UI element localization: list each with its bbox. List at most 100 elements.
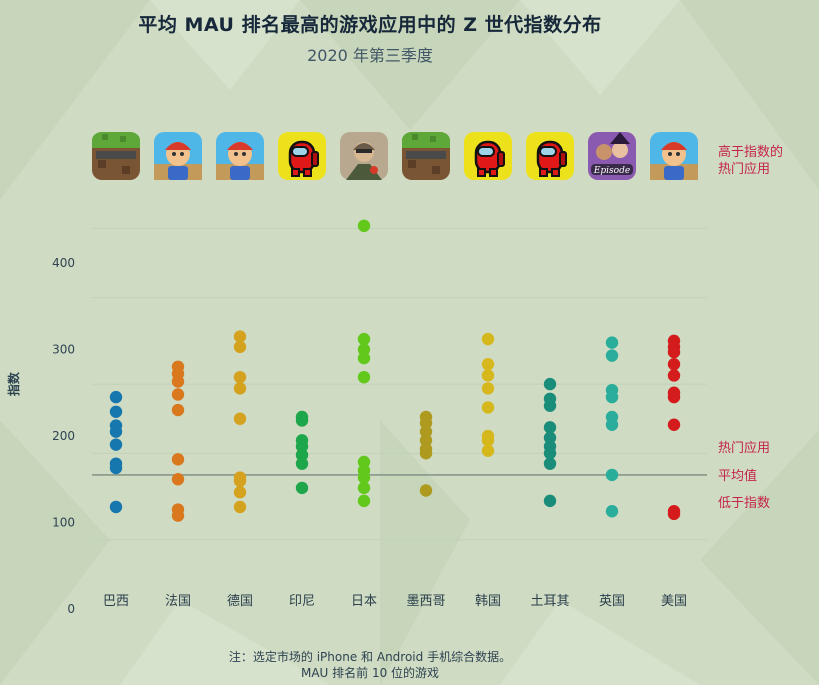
data-point [357,481,371,495]
annotation-top-apps: 热门应用 [718,161,770,177]
data-point [481,332,495,346]
subway-surfers-icon [154,132,202,180]
data-point [295,414,309,427]
data-point [667,418,681,431]
category-label: 韩国 [475,594,501,609]
category-label: 巴西 [103,594,129,609]
data-point [171,509,185,522]
category-label: 印尼 [289,594,315,609]
y-axis-label: 指数 [6,371,21,396]
data-point [171,388,185,401]
data-point [605,349,619,362]
category-label: 土耳其 [530,594,569,609]
data-point [543,421,557,434]
data-point [481,434,495,447]
data-point [357,494,371,508]
y-tick-label: 100 [52,516,75,530]
among-us-icon [526,132,574,180]
episode-icon: Episode [588,132,636,180]
data-point [233,500,247,514]
data-point [233,412,247,425]
y-tick-label: 200 [52,429,75,443]
data-point [543,431,557,444]
data-point [233,474,247,488]
data-point [481,401,495,414]
data-point [481,444,495,457]
data-point [109,500,123,514]
data-point [543,377,557,391]
data-point [109,390,123,404]
data-point [481,358,495,371]
among-us-icon [464,132,512,180]
data-point [233,382,247,395]
data-point [357,343,371,356]
data-point [481,369,495,382]
data-point [295,457,309,470]
data-point [481,382,495,395]
data-point [109,461,123,475]
data-point [171,453,185,466]
pubg-mobile-icon [340,132,388,180]
data-point [605,505,619,518]
data-point [419,447,433,460]
data-point [667,358,681,371]
data-point [295,440,309,453]
data-point [543,457,557,470]
data-point [171,473,185,486]
data-point [233,486,247,499]
category-label: 美国 [661,594,687,609]
data-point [109,405,123,418]
data-point [171,403,185,417]
y-tick-label: 300 [52,343,75,357]
footnote-line-1: 注：选定市场的 iPhone 和 Android 手机综合数据。 [228,650,512,664]
data-point [419,484,433,497]
footnote-line-2: MAU 排名前 10 位的游戏 [300,666,440,680]
data-point [419,416,433,430]
data-point [357,351,371,365]
data-point [543,494,557,508]
data-point [357,471,371,484]
minecraft-icon [92,132,140,180]
data-point [605,336,619,349]
data-point [605,418,619,431]
data-point [109,438,123,451]
data-point [295,448,309,462]
data-point [667,507,681,521]
subway-surfers-icon [650,132,698,180]
category-label: 墨西哥 [406,594,445,609]
among-us-icon [278,132,326,180]
svg-text:Episode: Episode [593,166,630,176]
y-tick-label: 0 [67,602,75,616]
data-point [295,481,309,495]
data-point [357,219,371,233]
data-point [419,434,433,447]
data-point [605,468,619,482]
category-label: 法国 [165,594,191,609]
category-label: 德国 [227,594,253,609]
category-label: 日本 [351,594,377,609]
data-point [667,345,681,359]
annotation-above-index: 热门应用 [718,440,770,456]
category-label: 英国 [599,594,625,609]
data-point [357,455,371,469]
average-line-label: 平均值 [718,468,757,484]
data-point [543,399,557,412]
data-point [357,370,371,384]
data-point [543,447,557,460]
data-point [171,375,185,388]
y-tick-label: 400 [52,256,75,270]
data-point [667,390,681,404]
data-point [667,369,681,382]
data-point [605,390,619,404]
chart-title: 平均 MAU 排名最高的游戏应用中的 Z 世代指数分布 [138,14,602,36]
data-point [233,340,247,354]
data-point [233,370,247,384]
annotation-below-index: 低于指数 [718,496,770,511]
subway-surfers-icon [216,132,264,180]
data-point [109,425,123,438]
data-point [357,332,371,346]
chart-subtitle: 2020 年第三季度 [307,46,433,65]
annotation-top-apps: 高于指数的 [718,144,783,160]
